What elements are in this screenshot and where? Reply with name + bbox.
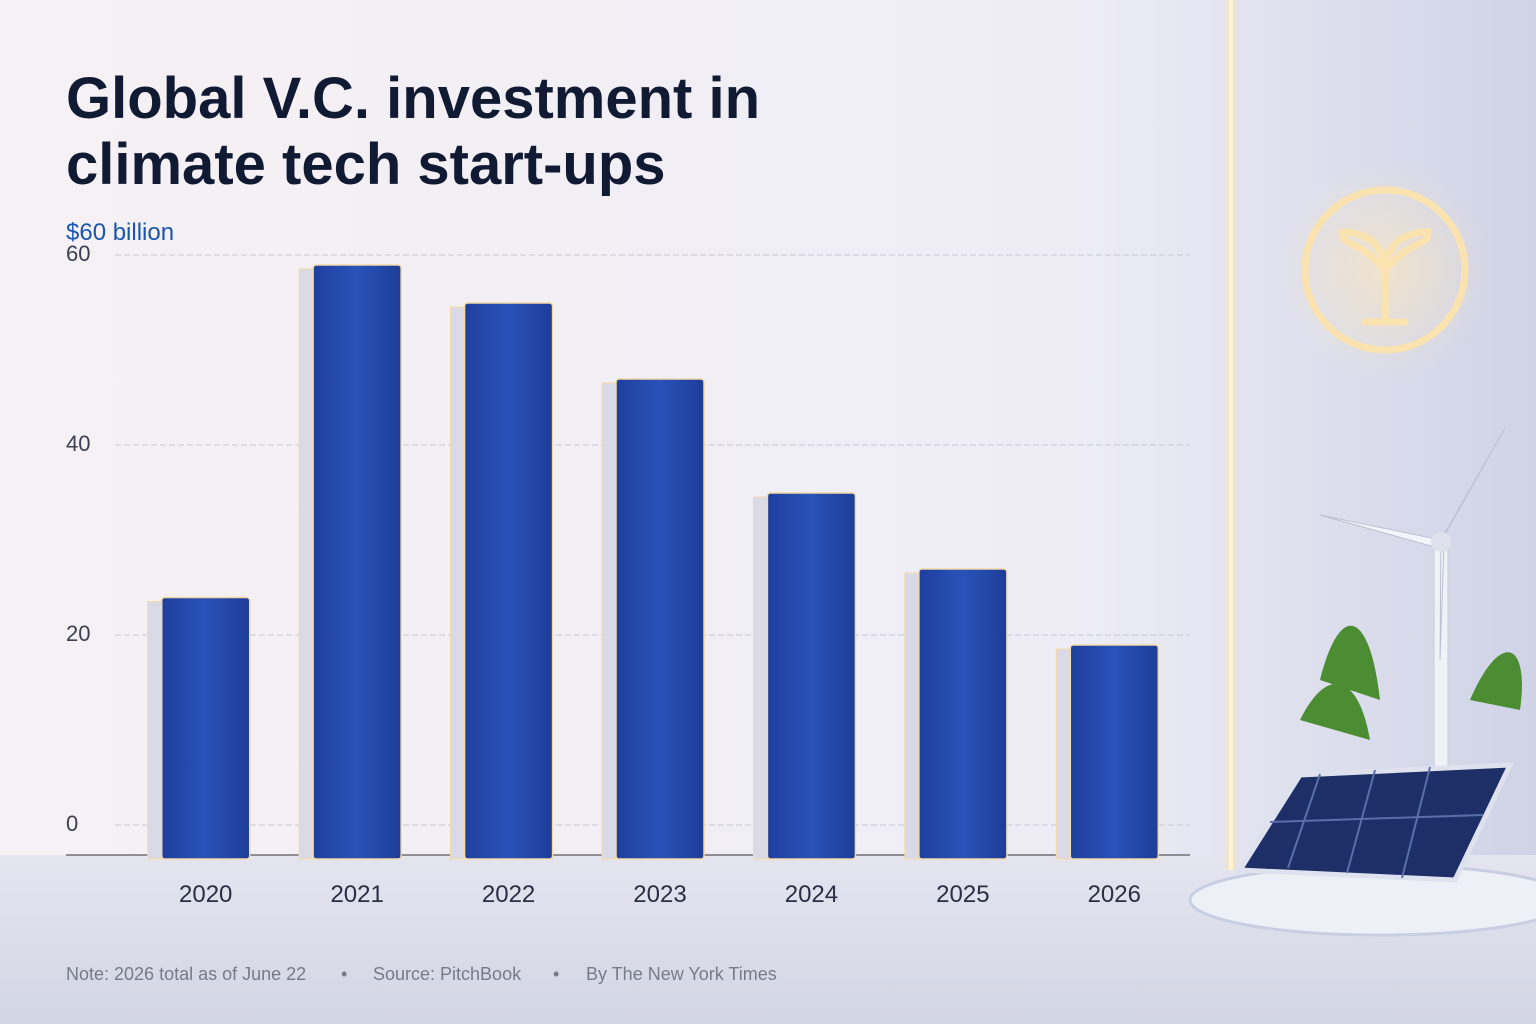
bar [312, 264, 402, 860]
bar [1069, 644, 1160, 860]
x-tick-label: 2021 [330, 881, 383, 908]
x-tick-label: 2022 [482, 881, 535, 908]
y-tick-label: 20 [66, 621, 90, 646]
x-tick-label: 2026 [1088, 881, 1141, 908]
separator: • [553, 964, 559, 984]
x-tick-label: 2025 [936, 881, 989, 908]
bar [463, 302, 554, 860]
footer-source: Source: PitchBook [373, 964, 522, 984]
footer-credit: By The New York Times [586, 964, 777, 984]
decor [1188, 0, 1536, 937]
bar [918, 568, 1008, 860]
chart-subtitle: $60 billion [66, 219, 174, 246]
bar [160, 596, 251, 860]
bar [615, 378, 705, 860]
x-tick-label: 2024 [785, 881, 838, 908]
y-tick-label: 60 [66, 241, 90, 266]
separator: • [341, 964, 347, 984]
x-tick-label: 2020 [179, 881, 232, 908]
bar [766, 492, 857, 860]
y-tick-label: 40 [66, 431, 90, 456]
y-tick-label: 0 [66, 811, 78, 836]
chart-title: Global V.C. investment in climate tech st… [66, 66, 760, 197]
footer-note: Note: 2026 total as of June 22 [66, 964, 306, 984]
footer: Note: 2026 total as of June 22 • Source:… [66, 964, 777, 984]
x-tick-label: 2023 [633, 881, 686, 908]
